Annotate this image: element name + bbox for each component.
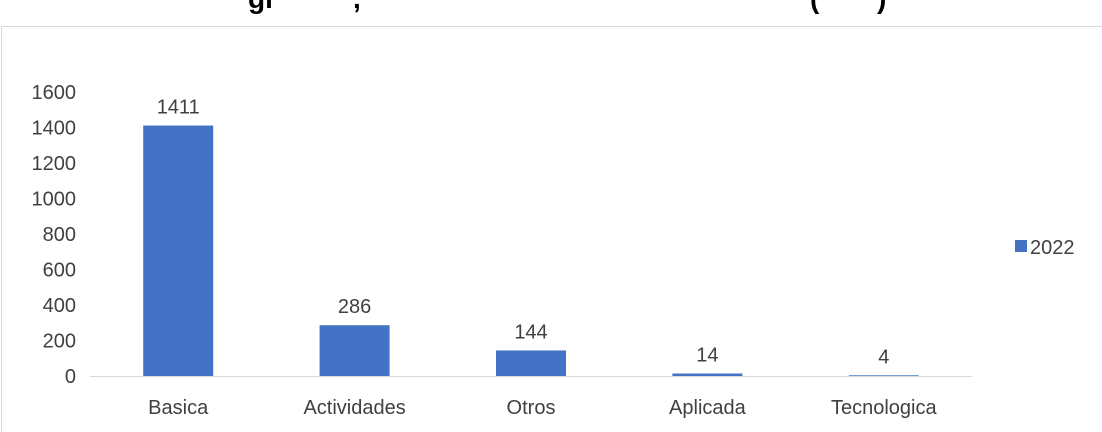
- title-fragment: (: [810, 0, 819, 14]
- title-fragment: ): [877, 0, 886, 14]
- data-label-otros: 144: [514, 321, 547, 343]
- data-label-aplicada: 14: [696, 345, 718, 367]
- y-tick-label: 600: [43, 260, 76, 282]
- y-tick-label: 800: [43, 224, 76, 246]
- x-axis-labels: Basica Actividades Otros Aplicada Tecnologic…: [148, 397, 937, 419]
- title-fragment: ,: [353, 0, 361, 14]
- y-tick-label: 1200: [32, 153, 77, 175]
- legend-swatch-2022: [1015, 240, 1027, 252]
- chart-title-clip: gr , ( ): [0, 0, 1102, 14]
- data-label-basica: 1411: [157, 97, 200, 119]
- title-fragment: gr: [248, 0, 276, 14]
- y-tick-label: 1600: [32, 82, 77, 104]
- bar-aplicada: [672, 373, 743, 376]
- x-tick-label-aplicada: Aplicada: [669, 397, 747, 419]
- bars: [143, 125, 919, 376]
- bar-otros: [496, 350, 566, 376]
- y-tick-label: 200: [43, 331, 76, 353]
- data-label-actividades: 286: [338, 296, 371, 318]
- bar-tecnologica: [848, 375, 919, 376]
- y-tick-label: 1400: [32, 118, 77, 140]
- bar-basica: [143, 125, 214, 376]
- bar-actividades: [319, 325, 390, 376]
- x-tick-label-actividades: Actividades: [303, 397, 405, 419]
- x-tick-label-otros: Otros: [507, 397, 556, 419]
- legend: 2022: [1015, 237, 1075, 259]
- legend-label-2022: 2022: [1030, 237, 1075, 259]
- y-tick-label: 400: [43, 295, 76, 317]
- y-tick-label: 1000: [32, 189, 77, 211]
- x-tick-label-tecnologica: Tecnologica: [831, 397, 938, 419]
- x-tick-label-basica: Basica: [148, 397, 209, 419]
- y-tick-label: 0: [65, 366, 76, 388]
- y-axis-labels: 0 200 400 600 800 1000 1200 1400 1600: [32, 82, 77, 388]
- data-label-tecnologica: 4: [878, 346, 889, 368]
